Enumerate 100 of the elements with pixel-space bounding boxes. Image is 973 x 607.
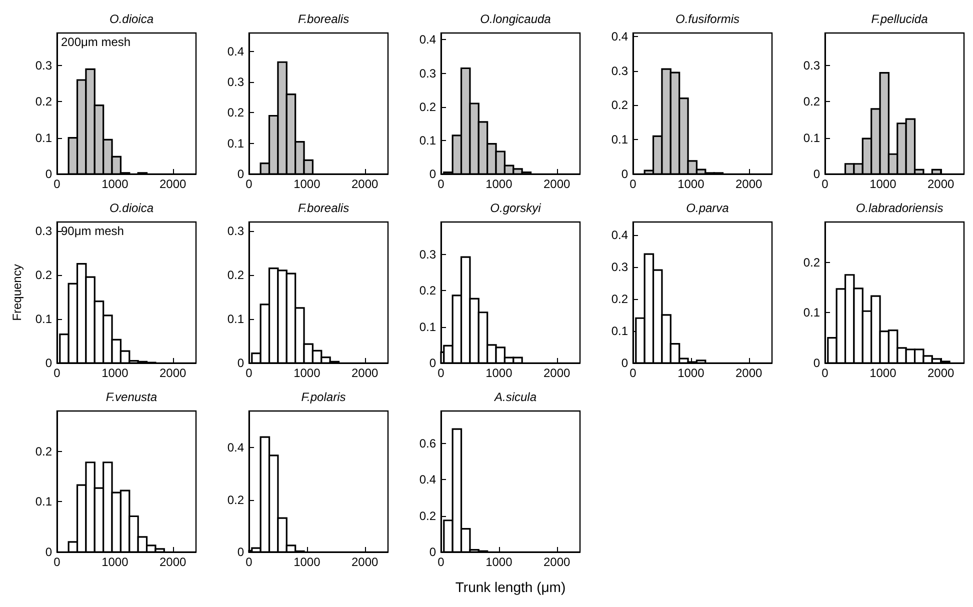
chart-title: O.gorskyi — [490, 201, 542, 215]
x-tick-label: 1000 — [294, 555, 321, 569]
y-tick-label: 0 — [429, 545, 436, 559]
y-tick-label: 0.4 — [419, 472, 436, 487]
y-tick-label: 0.1 — [803, 130, 820, 145]
x-tick-label: 2000 — [543, 177, 571, 191]
x-tick-label: 0 — [54, 177, 61, 191]
x-tick-label: 1000 — [102, 555, 129, 569]
x-tick-label: 0 — [438, 366, 445, 380]
y-tick-label: 0.1 — [803, 306, 820, 320]
y-tick-label: 0.1 — [35, 130, 52, 145]
x-tick-label: 1000 — [678, 366, 705, 380]
y-tick-label: 0.2 — [227, 106, 244, 120]
x-tick-label: 2000 — [159, 177, 187, 191]
chart-title: A.sicula — [493, 390, 537, 404]
y-tick-label: 0 — [429, 356, 436, 370]
y-tick-label: 0.2 — [227, 268, 244, 282]
x-tick-label: 0 — [630, 177, 637, 191]
y-tick-label: 0.4 — [419, 32, 436, 47]
chart-title: F.borealis — [298, 201, 350, 215]
y-tick-label: 0.3 — [35, 58, 52, 73]
x-tick-label: 2000 — [735, 177, 763, 191]
y-tick-label: 0 — [237, 545, 244, 559]
chart-title: O.dioica — [109, 12, 154, 26]
y-tick-label: 0 — [45, 167, 52, 181]
x-tick-label: 0 — [822, 177, 829, 191]
y-tick-label: 0 — [429, 167, 436, 181]
y-tick-label: 0.4 — [227, 440, 244, 455]
y-tick-label: 0.2 — [803, 94, 820, 109]
y-tick-label: 0.2 — [419, 100, 436, 114]
x-tick-label: 1000 — [486, 555, 513, 569]
x-tick-label: 1000 — [678, 177, 705, 191]
x-tick-label: 2000 — [159, 555, 187, 569]
y-tick-label: 0.2 — [419, 284, 436, 298]
x-tick-label: 1000 — [486, 177, 513, 191]
y-tick-label: 0.4 — [611, 228, 628, 242]
x-tick-label: 2000 — [927, 177, 955, 191]
x-tick-label: 0 — [246, 555, 253, 569]
y-tick-label: 0.6 — [419, 436, 436, 451]
y-tick-label: 0 — [45, 545, 52, 559]
x-tick-label: 2000 — [351, 177, 379, 191]
x-tick-label: 0 — [246, 177, 253, 191]
x-tick-label: 0 — [54, 555, 61, 569]
x-tick-label: 1000 — [294, 366, 321, 380]
y-tick-label: 0 — [45, 356, 52, 370]
y-tick-label: 0.1 — [227, 312, 244, 326]
y-tick-label: 0 — [813, 167, 820, 181]
chart-title: F.borealis — [298, 12, 350, 26]
y-tick-label: 0 — [813, 356, 820, 370]
x-tick-label: 2000 — [351, 555, 379, 569]
x-tick-label: 0 — [438, 555, 445, 569]
x-axis-title: Trunk length (μm) — [455, 579, 566, 595]
y-tick-label: 0.3 — [803, 58, 820, 73]
y-tick-label: 0.2 — [611, 98, 628, 112]
y-tick-label: 0 — [237, 356, 244, 370]
x-tick-label: 1000 — [102, 366, 129, 380]
chart-title: O.fusiformis — [675, 12, 740, 26]
y-tick-label: 0.4 — [611, 29, 628, 44]
y-tick-label: 0.2 — [803, 255, 820, 270]
y-tick-label: 0 — [237, 167, 244, 181]
chart-title: F.venusta — [106, 390, 158, 404]
y-tick-label: 0.1 — [611, 132, 628, 147]
y-tick-label: 0 — [621, 167, 628, 181]
x-tick-label: 2000 — [735, 366, 763, 380]
x-tick-label: 2000 — [543, 366, 571, 380]
x-tick-label: 2000 — [351, 366, 379, 380]
x-tick-label: 2000 — [927, 366, 955, 380]
x-tick-label: 1000 — [294, 177, 321, 191]
x-tick-label: 0 — [630, 366, 637, 380]
x-tick-label: 1000 — [870, 177, 897, 191]
y-tick-label: 0.2 — [35, 444, 52, 458]
chart-title: O.labradoriensis — [856, 201, 944, 215]
y-tick-label: 0.2 — [35, 268, 52, 282]
x-tick-label: 2000 — [159, 366, 187, 380]
y-tick-label: 0.3 — [35, 224, 52, 238]
y-tick-label: 0.1 — [35, 494, 52, 509]
annotation: 200μm mesh — [61, 35, 131, 49]
chart-title: O.longicauda — [480, 12, 552, 26]
chart-title: O.parva — [686, 201, 730, 215]
y-axis-title: Frequency — [10, 264, 24, 321]
x-tick-label: 1000 — [102, 177, 129, 191]
y-tick-label: 0.3 — [611, 64, 628, 78]
chart-title: O.dioica — [109, 201, 154, 215]
y-tick-label: 0.1 — [419, 133, 436, 148]
y-tick-label: 0.3 — [227, 224, 244, 238]
y-tick-label: 0.1 — [227, 136, 244, 150]
y-tick-label: 0.3 — [227, 75, 244, 90]
y-tick-label: 0.2 — [419, 508, 436, 523]
y-tick-label: 0.1 — [611, 324, 628, 338]
chart-title: F.polaris — [301, 390, 346, 404]
y-tick-label: 0.3 — [419, 248, 436, 262]
y-tick-label: 0.3 — [611, 260, 628, 274]
x-tick-label: 1000 — [870, 366, 897, 380]
y-tick-label: 0.2 — [611, 292, 628, 306]
y-tick-label: 0.1 — [35, 312, 52, 326]
y-tick-label: 0.3 — [419, 66, 436, 80]
x-tick-label: 0 — [54, 366, 61, 380]
annotation: 90μm mesh — [61, 224, 124, 238]
y-tick-label: 0.1 — [419, 320, 436, 334]
y-tick-label: 0.2 — [35, 94, 52, 109]
